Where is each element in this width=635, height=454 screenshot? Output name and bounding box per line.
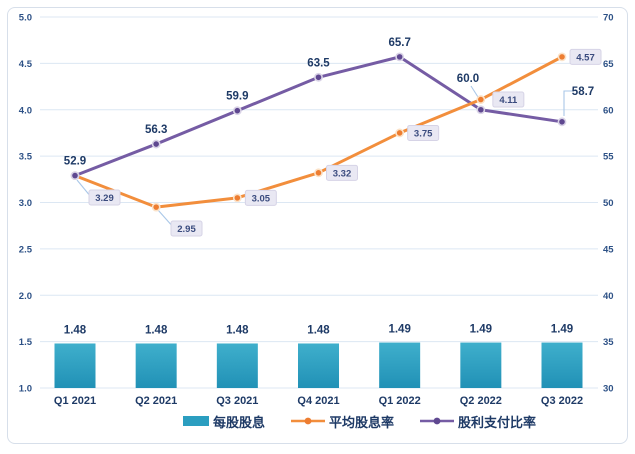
bar-data-label: 1.49 (388, 324, 410, 336)
payout-ratio-marker (476, 105, 486, 115)
x-axis-category-label: Q1 2021 (54, 395, 96, 407)
payout-ratio-data-label: 52.9 (64, 156, 86, 168)
bar-dividend-per-share (298, 343, 339, 388)
label-leader-line (470, 85, 479, 98)
legend-label-avg-yield: 平均股息率 (328, 414, 394, 430)
left-axis-tick: 4.5 (19, 59, 33, 70)
right-axis-tick: 30 (603, 384, 614, 395)
x-axis-category-label: Q3 2021 (216, 395, 258, 407)
payout-ratio-data-label: 63.5 (307, 57, 330, 69)
payout-ratio-data-label: 65.7 (388, 37, 410, 49)
right-axis-tick: 35 (603, 337, 614, 348)
bar-dividend-per-share (135, 343, 177, 388)
left-axis-tick: 1.5 (19, 337, 33, 348)
avg-yield-data-label: 3.29 (95, 193, 114, 204)
label-leader-line (563, 90, 573, 116)
legend-label-dividend-per-share: 每股股息 (212, 414, 265, 430)
avg-yield-data-label: 2.95 (177, 224, 196, 235)
bar-dividend-per-share (216, 343, 258, 388)
avg-yield-label-box (170, 220, 203, 237)
avg-yield-marker (314, 168, 323, 178)
x-axis-category-label: Q2 2021 (135, 395, 177, 407)
payout-ratio-marker (151, 139, 161, 149)
payout-ratio-data-label: 56.3 (145, 124, 167, 136)
payout-ratio-marker (232, 106, 242, 116)
legend-item-payout-ratio: 股利支付比率 (420, 412, 536, 431)
avg-yield-marker (476, 95, 486, 104)
avg-yield-label-box (569, 48, 602, 65)
right-axis-tick: 45 (603, 244, 614, 255)
payout-ratio-data-label: 60.0 (457, 73, 479, 85)
legend-label-payout-ratio: 股利支付比率 (458, 414, 537, 430)
bar-data-label: 1.49 (470, 324, 492, 336)
avg-yield-label-box (407, 124, 440, 141)
payout-ratio-data-label: 58.7 (572, 86, 594, 98)
avg-yield-data-label: 3.32 (333, 168, 352, 179)
avg-yield-label-box (244, 189, 277, 206)
chart-legend: 每股股息 平均股息率 股利支付比率 (42, 411, 635, 431)
x-axis-category-label: Q4 2021 (297, 395, 339, 407)
payout-ratio-marker (395, 52, 405, 62)
left-axis-tick: 1.0 (19, 384, 32, 395)
avg-yield-data-label: 4.11 (499, 95, 518, 106)
avg-yield-data-label: 3.75 (414, 128, 433, 139)
line-swatch-purple-icon (420, 417, 454, 425)
right-axis-tick: 40 (603, 291, 614, 302)
bar-dividend-per-share (54, 343, 96, 388)
bar-swatch-icon (182, 416, 209, 426)
left-axis-tick: 3.0 (19, 198, 32, 209)
right-axis-tick: 60 (603, 105, 614, 116)
left-axis-tick: 4.0 (19, 105, 32, 116)
payout-ratio-marker (314, 72, 323, 82)
right-axis-tick: 65 (603, 59, 614, 70)
bar-data-label: 1.49 (551, 324, 573, 336)
avg-yield-marker (395, 128, 405, 138)
avg-yield-marker (557, 52, 567, 62)
avg-yield-label-box (492, 91, 525, 108)
avg-yield-marker (151, 202, 161, 212)
left-axis-tick: 3.5 (19, 152, 33, 163)
x-axis-category-label: Q2 2022 (460, 395, 502, 407)
left-axis-tick: 2.0 (19, 291, 32, 302)
avg-yield-label-box (326, 164, 358, 181)
bar-dividend-per-share (460, 342, 502, 388)
payout-ratio-marker (70, 171, 80, 181)
bar-data-label: 1.48 (145, 324, 168, 336)
legend-item-dividend-per-share: 每股股息 (182, 412, 265, 431)
payout-ratio-marker (557, 117, 567, 127)
bar-data-label: 1.48 (307, 324, 330, 336)
bar-dividend-per-share (541, 342, 583, 388)
right-axis-tick: 55 (603, 152, 614, 163)
avg-yield-data-label: 4.57 (576, 52, 595, 63)
avg-yield-data-label: 3.05 (252, 193, 271, 204)
x-axis-category-label: Q1 2022 (379, 395, 421, 407)
x-axis-category-label: Q3 2022 (541, 395, 583, 407)
bar-data-label: 1.48 (64, 324, 87, 336)
right-axis-tick: 50 (603, 198, 614, 209)
left-axis-tick: 5.0 (19, 13, 32, 24)
line-swatch-orange-icon (290, 417, 325, 425)
legend-item-avg-yield: 平均股息率 (290, 412, 394, 431)
left-axis-tick: 2.5 (19, 244, 33, 255)
avg-yield-label-box (88, 189, 121, 206)
payout-ratio-data-label: 59.9 (226, 91, 248, 103)
bar-data-label: 1.48 (226, 324, 249, 336)
bar-dividend-per-share (379, 342, 421, 388)
avg-yield-marker (232, 193, 242, 203)
right-axis-tick: 70 (603, 13, 614, 24)
